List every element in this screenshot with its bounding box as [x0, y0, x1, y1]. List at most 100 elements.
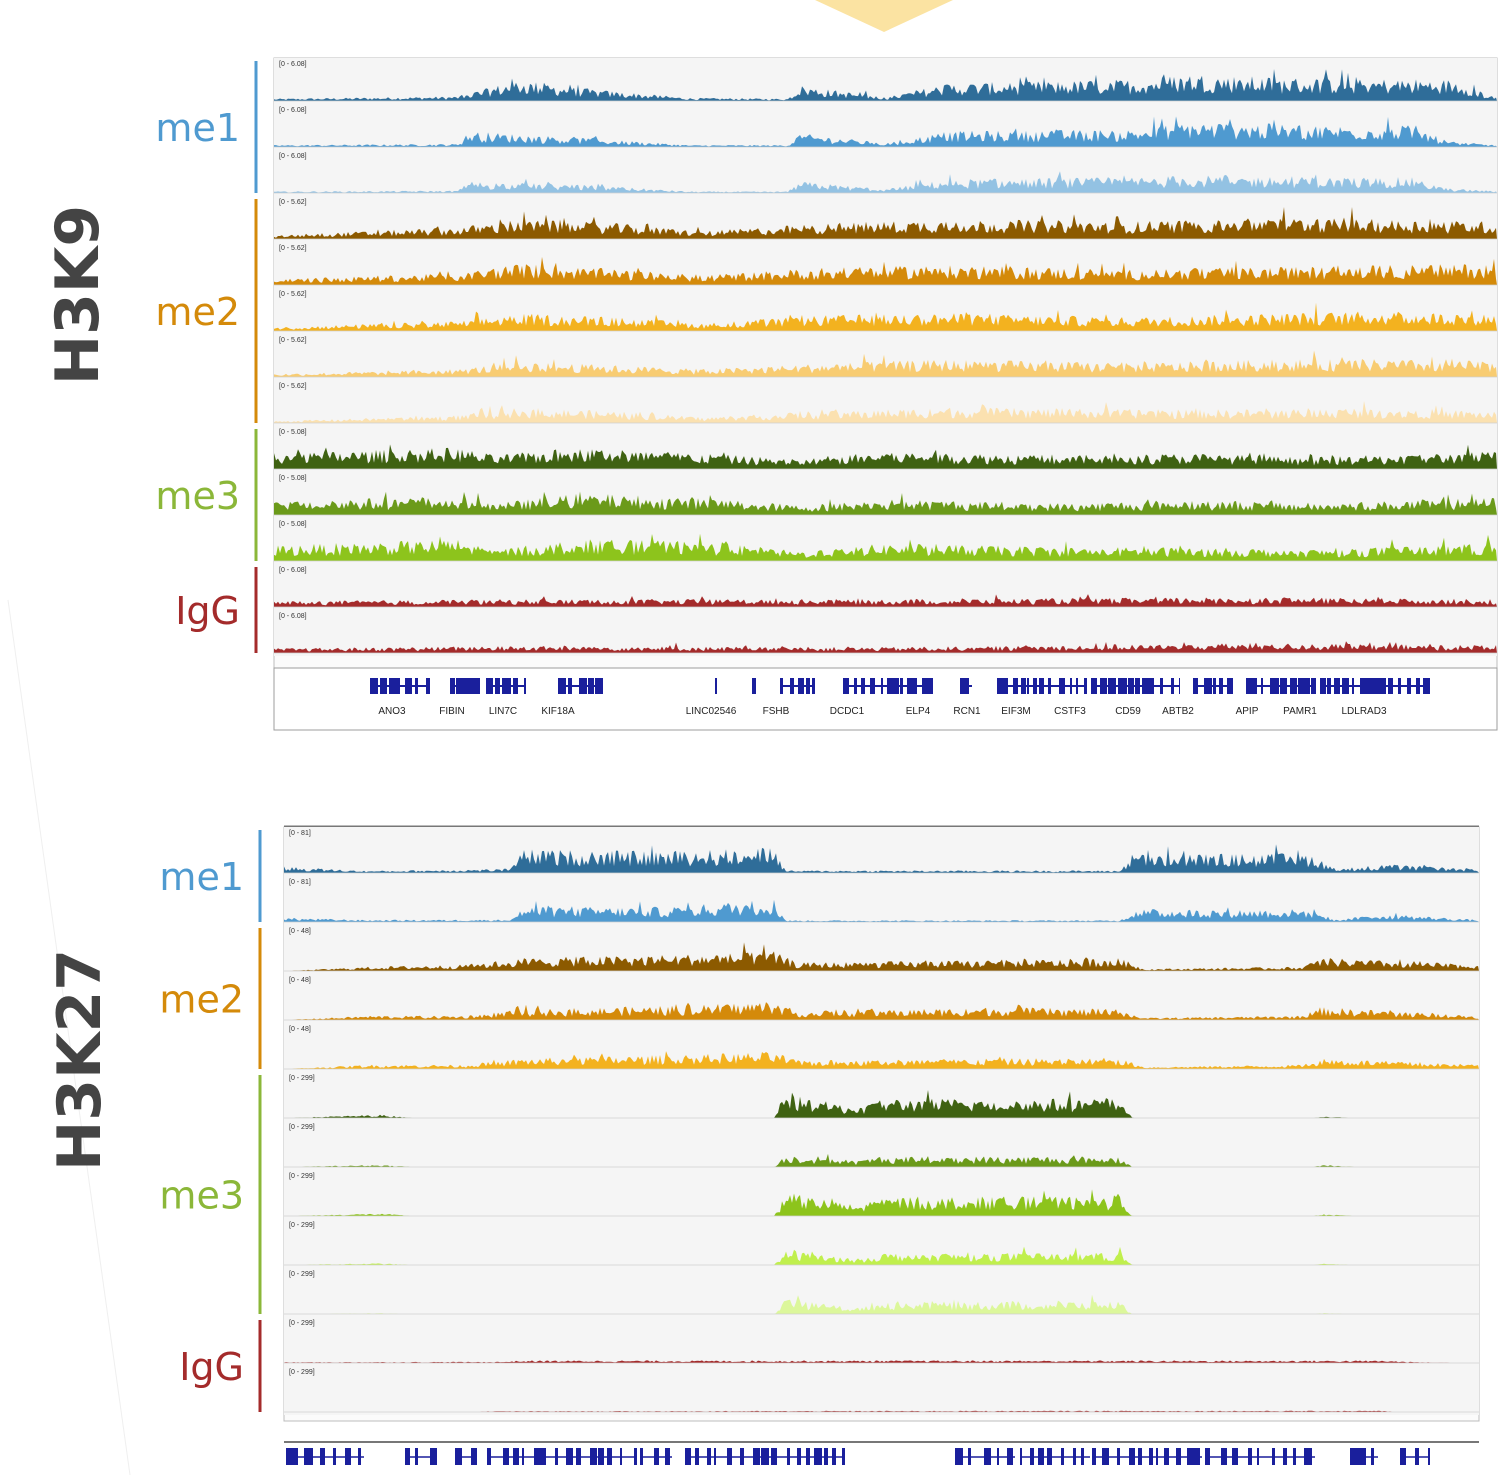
gene-exon	[1398, 678, 1401, 694]
gene-exon	[1270, 678, 1279, 694]
gene-exon	[1280, 678, 1287, 694]
signal-track-me2-2	[274, 256, 1497, 285]
gene-label: KIF18A	[541, 706, 575, 717]
gene-exon	[1298, 678, 1307, 694]
gene-exon	[930, 678, 933, 694]
gene-exon	[1372, 678, 1379, 694]
signal-track-me1-1	[274, 69, 1497, 101]
gene-exon	[389, 678, 398, 694]
group-label-me1: me1	[159, 855, 244, 899]
data-range-label: [0 - 48]	[289, 1026, 311, 1033]
gene-exon	[1429, 678, 1430, 694]
gene-exon	[665, 1448, 670, 1465]
gene-exon	[558, 678, 566, 694]
gene-exon	[1039, 678, 1044, 694]
gene-exon	[1232, 1448, 1238, 1465]
gene-label: FSHB	[763, 706, 790, 717]
gene-exon	[740, 1448, 744, 1465]
gene-label: CSTF3	[1054, 706, 1086, 717]
gene-exon	[1038, 1448, 1044, 1465]
gene-exon	[405, 1448, 410, 1465]
gene-exon	[714, 1448, 716, 1465]
gene-exon	[814, 1448, 822, 1465]
gene-exon	[812, 678, 815, 694]
gene-exon	[1320, 678, 1326, 694]
gene-exon	[1366, 678, 1372, 694]
gene-exon	[590, 1448, 597, 1465]
gene-exon	[1027, 678, 1029, 694]
gene-exon	[900, 678, 903, 694]
gene-exon	[1160, 678, 1163, 694]
gene-exon	[955, 1448, 963, 1465]
gene-exon	[968, 1448, 971, 1465]
data-range-label: [0 - 5.62]	[279, 245, 307, 252]
gene-exon	[1227, 678, 1233, 694]
gene-exon	[824, 1448, 828, 1465]
gene-exon	[984, 1448, 991, 1465]
gene-exon	[487, 1448, 491, 1465]
signal-track-igg-1	[274, 594, 1497, 607]
track-background	[284, 1023, 1479, 1072]
gene-exon	[1416, 678, 1420, 694]
gene-exon	[534, 1448, 542, 1465]
gene-exon	[640, 1448, 643, 1465]
gene-exon	[1193, 678, 1198, 694]
gene-exon	[294, 1448, 298, 1465]
gene-exon	[1073, 1448, 1076, 1465]
gene-exon	[1048, 678, 1051, 694]
gene-exon	[524, 678, 526, 694]
gene-exon	[358, 1448, 361, 1465]
gene-exon	[456, 678, 464, 694]
gene-exon	[960, 678, 968, 694]
gene-exon	[761, 1448, 769, 1465]
signal-track-me1-1	[284, 844, 1479, 873]
gene-exon	[415, 1448, 418, 1465]
data-range-label: [0 - 81]	[289, 830, 311, 837]
gene-exon	[1081, 1448, 1084, 1465]
panel-title-h3k27: H3K27	[45, 949, 115, 1171]
gene-exon	[997, 1448, 999, 1465]
signal-track-me3-4	[284, 1246, 1479, 1265]
gene-exon	[542, 1448, 546, 1465]
gene-exon	[486, 678, 493, 694]
gene-exon	[415, 678, 418, 694]
signal-track-me3-3	[274, 533, 1497, 561]
gene-exon	[1311, 678, 1316, 694]
gene-label: APIP	[1236, 706, 1259, 717]
gene-exon	[286, 1448, 294, 1465]
gene-exon	[707, 1448, 711, 1465]
signal-track-me1-2	[274, 116, 1497, 147]
gene-exon	[1246, 678, 1255, 694]
gene-exon	[522, 1448, 524, 1465]
gene-exon	[503, 1448, 509, 1465]
signal-track-me3-2	[284, 1153, 1479, 1167]
gene-exon	[1047, 1448, 1052, 1465]
track-background	[284, 876, 1479, 925]
gene-exon	[1179, 678, 1180, 694]
gene-exon	[311, 1448, 313, 1465]
gene-exon	[1221, 1448, 1227, 1465]
signal-track-me2-3	[274, 302, 1497, 331]
gene-exon	[806, 678, 810, 694]
gene-exon	[1360, 678, 1369, 694]
gene-exon	[1102, 1448, 1109, 1465]
gene-exon	[1334, 678, 1340, 694]
gene-exon	[1388, 678, 1393, 694]
gene-exon	[1407, 678, 1411, 694]
gene-exon	[380, 678, 387, 694]
gene-label: CD59	[1115, 706, 1141, 717]
data-range-label: [0 - 299]	[289, 1124, 315, 1131]
group-label-me3: me3	[155, 474, 240, 518]
gene-exon	[1059, 678, 1065, 694]
data-range-label: [0 - 6.08]	[279, 153, 307, 160]
gene-exon	[752, 678, 756, 694]
data-range-label: [0 - 5.08]	[279, 521, 307, 528]
gene-exon	[1428, 1448, 1430, 1465]
gene-exon	[1021, 678, 1026, 694]
data-range-label: [0 - 299]	[289, 1369, 315, 1376]
gene-exon	[1128, 678, 1134, 694]
gene-exon	[1400, 1448, 1406, 1465]
gene-exon	[843, 678, 849, 694]
gene-exon	[1327, 678, 1331, 694]
